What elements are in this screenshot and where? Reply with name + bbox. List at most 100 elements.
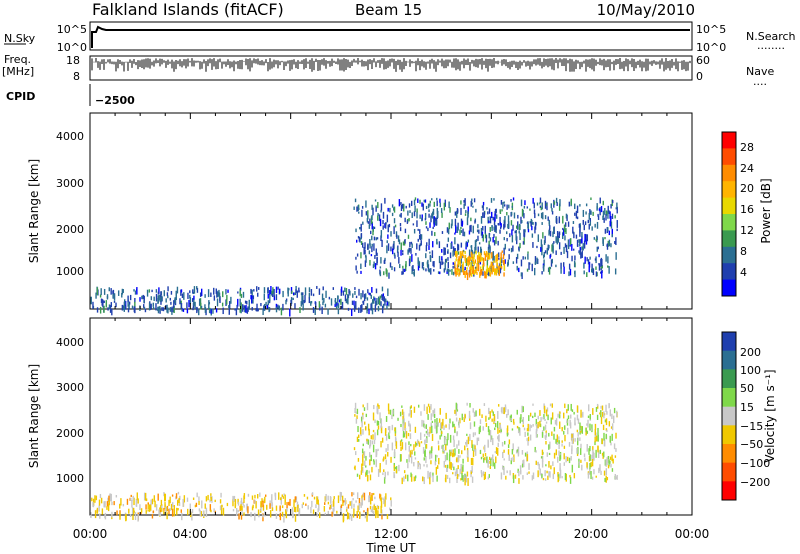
- data-cell: [366, 218, 369, 223]
- data-cell: [592, 211, 594, 216]
- data-cell: [556, 218, 558, 224]
- data-cell: [440, 208, 443, 214]
- data-cell: [370, 509, 373, 513]
- data-cell: [582, 411, 584, 418]
- data-cell: [501, 465, 504, 470]
- data-cell: [286, 507, 288, 512]
- data-cell: [153, 495, 156, 502]
- data-cell: [160, 291, 162, 297]
- colorbar-segment: [722, 425, 736, 445]
- data-cell: [461, 264, 464, 272]
- data-cell: [444, 262, 446, 270]
- data-cell: [334, 303, 336, 307]
- data-cell: [596, 206, 598, 211]
- data-cell: [447, 228, 450, 235]
- data-cell: [502, 202, 504, 209]
- data-cell: [278, 514, 281, 517]
- data-cell: [163, 493, 166, 502]
- data-cell: [404, 228, 407, 234]
- data-cell: [429, 453, 431, 460]
- data-cell: [426, 429, 429, 436]
- data-cell: [497, 436, 499, 440]
- data-cell: [418, 244, 421, 251]
- data-cell: [220, 506, 223, 515]
- data-cell: [435, 466, 438, 475]
- data-cell: [401, 477, 403, 485]
- data-cell: [541, 456, 544, 462]
- data-cell: [599, 209, 601, 216]
- data-cell: [487, 268, 489, 276]
- data-cell: [489, 252, 491, 260]
- data-cell: [539, 420, 541, 427]
- data-cell: [146, 289, 149, 297]
- data-cell: [393, 252, 396, 257]
- data-cell: [366, 474, 369, 482]
- data-cell: [302, 502, 305, 505]
- data-cell: [542, 477, 545, 481]
- data-cell: [596, 414, 599, 420]
- data-cell: [393, 474, 396, 479]
- data-cell: [577, 437, 579, 442]
- data-cell: [134, 297, 136, 303]
- data-cell: [253, 289, 255, 292]
- data-cell: [387, 471, 389, 476]
- data-cell: [358, 434, 360, 438]
- data-cell: [356, 270, 358, 274]
- data-cell: [485, 234, 488, 243]
- data-cell: [579, 448, 582, 455]
- data-cell: [329, 504, 332, 508]
- data-cell: [504, 243, 506, 250]
- data-cell: [430, 453, 433, 459]
- data-cell: [327, 308, 329, 315]
- data-cell: [434, 217, 437, 222]
- data-cell: [472, 450, 475, 457]
- data-cell: [100, 298, 103, 303]
- data-cell: [377, 408, 379, 415]
- data-cell: [371, 466, 373, 473]
- data-cell: [374, 496, 376, 500]
- data-cell: [283, 514, 285, 523]
- data-cell: [473, 270, 476, 275]
- data-cell: [505, 475, 507, 480]
- data-cell: [572, 433, 574, 442]
- data-cell: [358, 211, 360, 214]
- data-cell: [361, 414, 364, 420]
- data-cell: [288, 501, 290, 506]
- data-cell: [384, 471, 386, 479]
- data-cell: [489, 247, 491, 255]
- data-cell: [537, 234, 540, 242]
- data-cell: [578, 223, 581, 228]
- data-cell: [449, 434, 452, 443]
- data-cell: [399, 440, 402, 447]
- data-cell: [409, 450, 411, 458]
- data-cell: [575, 210, 578, 219]
- data-cell: [366, 297, 369, 301]
- data-cell: [401, 271, 403, 275]
- data-cell: [337, 495, 340, 504]
- data-cell: [584, 233, 586, 242]
- data-cell: [589, 217, 592, 222]
- data-cell: [416, 243, 418, 250]
- data-cell: [356, 206, 358, 212]
- data-cell: [340, 305, 343, 310]
- data-cell: [312, 293, 315, 297]
- data-cell: [594, 440, 596, 446]
- data-cell: [434, 422, 436, 429]
- data-cell: [383, 456, 385, 461]
- data-cell: [159, 294, 162, 302]
- data-cell: [325, 290, 327, 298]
- data-cell: [395, 231, 398, 238]
- power-panel: Slant Range [km] 4000 3000 2000 1000 28 …: [27, 112, 773, 317]
- data-cell: [426, 242, 428, 246]
- data-cell: [420, 234, 423, 240]
- data-cell: [545, 464, 547, 467]
- data-cell: [504, 215, 506, 224]
- cpid-label: CPID: [6, 90, 35, 103]
- data-cell: [472, 265, 475, 274]
- data-cell: [95, 292, 97, 299]
- data-cell: [476, 271, 478, 275]
- data-cell: [243, 493, 246, 499]
- data-cell: [397, 235, 400, 242]
- data-cell: [400, 249, 402, 256]
- data-cell: [615, 207, 617, 210]
